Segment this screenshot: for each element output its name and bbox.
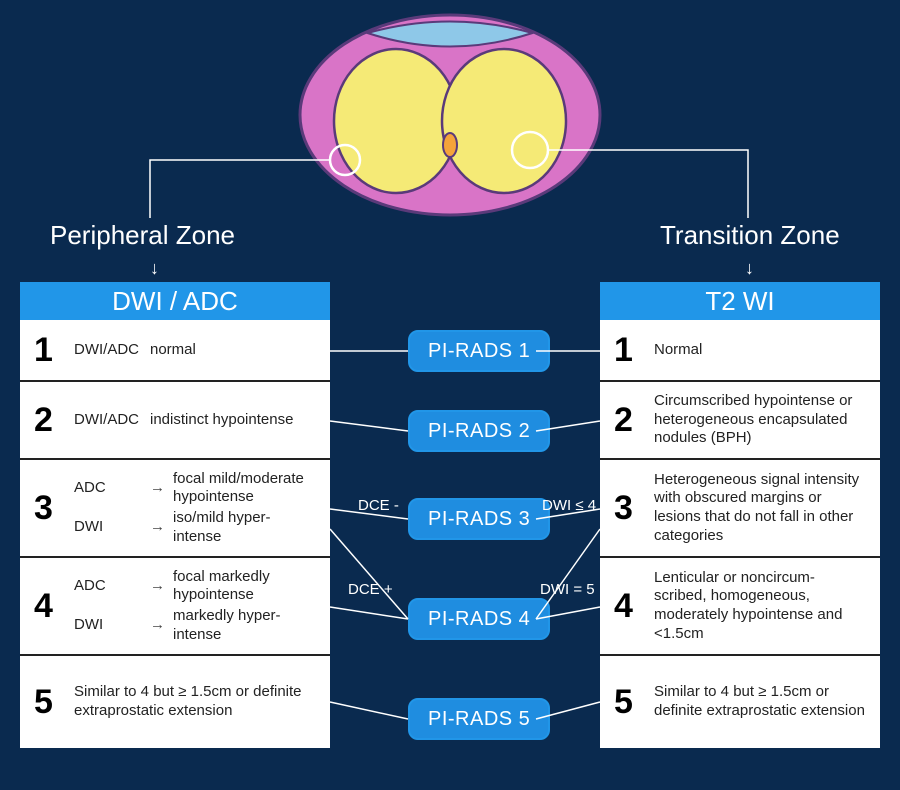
sequence-text: normal xyxy=(150,341,316,360)
sequence-line: DWI → iso/mild hyper-intense xyxy=(74,509,316,547)
sequence-line: DWI/ADC indistinct hypointense xyxy=(74,411,316,430)
row-text: Similar to 4 but ≥ 1.5cm or definite ext… xyxy=(654,683,866,721)
pirads-badge-3: PI-RADS 3 xyxy=(408,498,550,540)
score-number: 4 xyxy=(614,587,642,626)
right-column: 1 Normal 2 Circumscribed hypointense or het… xyxy=(600,320,880,748)
pirads-infographic: Peripheral Zone Transition Zone ↓ ↓ DWI / AD… xyxy=(0,0,900,790)
right-row-3: 3 Heterogeneous signal intensity with obs… xyxy=(600,460,880,558)
sequence-line: ADC → focal mild/moderate hypointense xyxy=(74,470,316,508)
score-number: 3 xyxy=(34,489,62,528)
score-number: 3 xyxy=(614,489,642,528)
row-body: ADC → focal markedly hypointense DWI → marked… xyxy=(74,566,316,647)
sequence-text: markedly hyper-intense xyxy=(173,607,316,645)
score-number: 2 xyxy=(34,401,62,440)
arrow-right-icon: → xyxy=(150,577,165,596)
sequence-line: DWI/ADC normal xyxy=(74,341,316,360)
pirads-badge-1: PI-RADS 1 xyxy=(408,330,550,372)
row-body: ADC → focal mild/moderate hypointense DWI → i… xyxy=(74,468,316,549)
sequence-label: DWI/ADC xyxy=(74,411,142,430)
row-body: Normal xyxy=(654,341,866,360)
dwi-le4-label: DWI ≤ 4 xyxy=(542,497,596,514)
left-row-1: 1 DWI/ADC normal xyxy=(20,320,330,382)
sequence-text: iso/mild hyper-intense xyxy=(173,509,316,547)
row-body: Heterogeneous signal intensity with obsc… xyxy=(654,471,866,546)
right-row-4: 4 Lenticular or noncircum-scribed, homoge… xyxy=(600,558,880,656)
row-body: Similar to 4 but ≥ 1.5cm or definite ext… xyxy=(654,683,866,721)
sequence-label: ADC xyxy=(74,479,142,498)
row-body: DWI/ADC normal xyxy=(74,339,316,362)
arrow-down-icon: ↓ xyxy=(150,258,159,279)
sequence-line: DWI → markedly hyper-intense xyxy=(74,607,316,645)
pirads-badge-5: PI-RADS 5 xyxy=(408,698,550,740)
row-body: DWI/ADC indistinct hypointense xyxy=(74,409,316,432)
sequence-label: DWI/ADC xyxy=(74,341,142,360)
row-text: Normal xyxy=(654,341,866,360)
sequence-label: ADC xyxy=(74,577,142,596)
score-number: 1 xyxy=(614,331,642,370)
row-text: Similar to 4 but ≥ 1.5cm or definite ext… xyxy=(74,683,316,721)
right-column-header: T2 WI xyxy=(600,282,880,320)
sequence-label: DWI xyxy=(74,518,142,537)
transition-zone-label: Transition Zone xyxy=(660,220,840,251)
left-row-2: 2 DWI/ADC indistinct hypointense xyxy=(20,382,330,460)
left-column: 1 DWI/ADC normal 2 DWI/ADC indistinct hypoint… xyxy=(20,320,330,748)
right-row-2: 2 Circumscribed hypointense or heterogene… xyxy=(600,382,880,460)
pirads-badge-4: PI-RADS 4 xyxy=(408,598,550,640)
score-number: 2 xyxy=(614,401,642,440)
dce-plus-label: DCE + xyxy=(348,581,393,598)
left-row-4: 4 ADC → focal markedly hypointense DWI → marke… xyxy=(20,558,330,656)
row-body: Circumscribed hypointense or heterogeneo… xyxy=(654,392,866,448)
score-number: 5 xyxy=(34,683,62,722)
row-text: Heterogeneous signal intensity with obsc… xyxy=(654,471,866,546)
row-text: Circumscribed hypointense or heterogeneo… xyxy=(654,392,866,448)
score-number: 1 xyxy=(34,331,62,370)
right-row-5: 5 Similar to 4 but ≥ 1.5cm or definite ex… xyxy=(600,656,880,748)
dce-minus-label: DCE - xyxy=(358,497,399,514)
arrow-right-icon: → xyxy=(150,518,165,537)
sequence-text: indistinct hypointense xyxy=(150,411,316,430)
sequence-label: DWI xyxy=(74,616,142,635)
arrow-down-icon: ↓ xyxy=(745,258,754,279)
arrow-right-icon: → xyxy=(150,616,165,635)
score-number: 5 xyxy=(614,683,642,722)
row-body: Similar to 4 but ≥ 1.5cm or definite ext… xyxy=(74,683,316,721)
sequence-text: focal markedly hypointense xyxy=(173,568,316,606)
score-number: 4 xyxy=(34,587,62,626)
left-row-5: 5 Similar to 4 but ≥ 1.5cm or definite ex… xyxy=(20,656,330,748)
left-column-header: DWI / ADC xyxy=(20,282,330,320)
row-text: Lenticular or noncircum-scribed, homogen… xyxy=(654,569,866,644)
left-row-3: 3 ADC → focal mild/moderate hypointense DWI →… xyxy=(20,460,330,558)
sequence-text: focal mild/moderate hypointense xyxy=(173,470,316,508)
pirads-badge-2: PI-RADS 2 xyxy=(408,410,550,452)
row-body: Lenticular or noncircum-scribed, homogen… xyxy=(654,569,866,644)
sequence-line: ADC → focal markedly hypointense xyxy=(74,568,316,606)
peripheral-zone-label: Peripheral Zone xyxy=(50,220,235,251)
arrow-right-icon: → xyxy=(150,479,165,498)
dwi-eq5-label: DWI = 5 xyxy=(540,581,595,598)
right-row-1: 1 Normal xyxy=(600,320,880,382)
